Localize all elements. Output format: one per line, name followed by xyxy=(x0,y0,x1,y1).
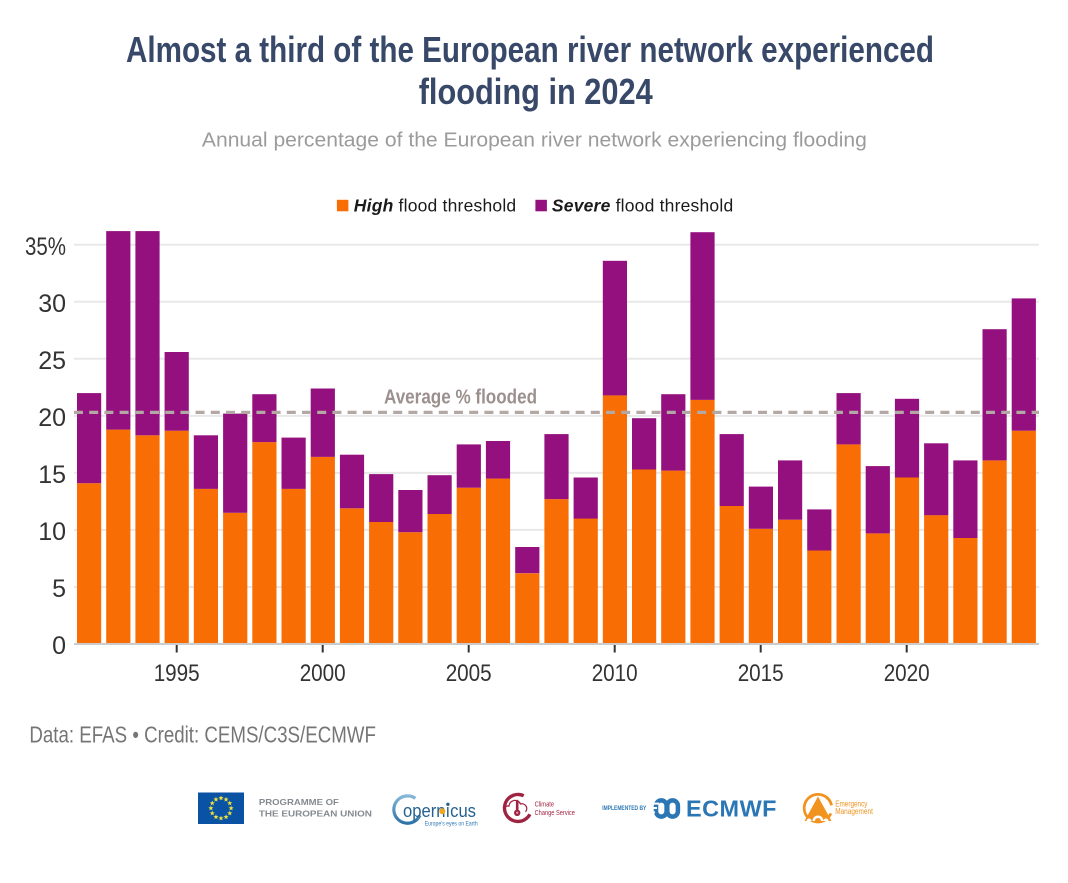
svg-text:2005: 2005 xyxy=(446,660,492,687)
svg-text:Data: EFAS • Credit: CEMS/C3S/: Data: EFAS • Credit: CEMS/C3S/ECMWF xyxy=(29,722,376,748)
svg-text:35%: 35% xyxy=(25,233,66,261)
svg-text:2010: 2010 xyxy=(592,660,638,687)
svg-text:Change Service: Change Service xyxy=(535,808,575,817)
svg-text:1995: 1995 xyxy=(154,660,200,687)
svg-text:20: 20 xyxy=(38,404,66,432)
svg-text:THE EUROPEAN UNION: THE EUROPEAN UNION xyxy=(259,810,372,819)
svg-text:Emergency: Emergency xyxy=(835,799,867,808)
svg-text:10: 10 xyxy=(38,518,66,546)
svg-text:flooding in 2024: flooding in 2024 xyxy=(419,72,653,112)
svg-text:2000: 2000 xyxy=(300,660,346,687)
svg-text:Europe’s eyes on Earth: Europe’s eyes on Earth xyxy=(425,820,478,827)
svg-text:25: 25 xyxy=(38,347,66,375)
svg-text:0: 0 xyxy=(52,632,66,660)
svg-text:High flood threshold: High flood threshold xyxy=(354,196,517,216)
svg-text:Climate: Climate xyxy=(535,800,555,809)
svg-text:Almost a third of the European: Almost a third of the European river net… xyxy=(126,30,934,70)
svg-text:2020: 2020 xyxy=(884,660,930,687)
svg-text:5: 5 xyxy=(52,575,66,603)
svg-text:PROGRAMME OF: PROGRAMME OF xyxy=(259,798,339,807)
svg-text:15: 15 xyxy=(38,461,66,489)
svg-text:30: 30 xyxy=(38,290,66,318)
svg-text:2015: 2015 xyxy=(738,660,784,687)
svg-text:Average % flooded: Average % flooded xyxy=(384,387,537,409)
svg-text:ECMWF: ECMWF xyxy=(686,796,777,822)
svg-text:Severe flood threshold: Severe flood threshold xyxy=(552,196,734,216)
svg-text:Annual percentage of the Europ: Annual percentage of the European river … xyxy=(202,129,867,152)
svg-text:IMPLEMENTED BY: IMPLEMENTED BY xyxy=(602,805,646,812)
svg-text:Management: Management xyxy=(835,807,873,816)
